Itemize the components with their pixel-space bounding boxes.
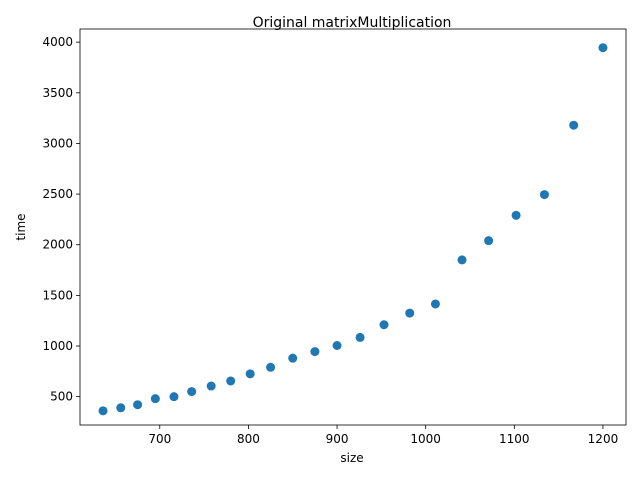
- data-point: [598, 43, 608, 53]
- x-tick-label: 700: [148, 432, 171, 446]
- data-point: [226, 376, 236, 386]
- x-tick-label: 1100: [499, 432, 530, 446]
- data-point: [169, 392, 179, 402]
- y-tick-label: 2000: [42, 238, 73, 252]
- data-point: [116, 403, 126, 413]
- data-point: [288, 353, 298, 363]
- data-point: [457, 255, 467, 265]
- data-point: [379, 320, 389, 330]
- data-point: [206, 381, 216, 391]
- data-point: [266, 362, 276, 372]
- data-point: [187, 387, 197, 397]
- data-point: [484, 236, 494, 246]
- y-tick-label: 3500: [42, 86, 73, 100]
- y-axis-label: time: [14, 213, 28, 240]
- data-point: [98, 406, 108, 416]
- y-tick-label: 3000: [42, 136, 73, 150]
- x-axis-label: size: [340, 451, 363, 465]
- y-tick-label: 2500: [42, 187, 73, 201]
- x-tick-label: 800: [237, 432, 260, 446]
- y-tick-label: 1500: [42, 288, 73, 302]
- x-tick-label: 900: [326, 432, 349, 446]
- data-point: [150, 394, 160, 404]
- data-point: [539, 190, 549, 200]
- data-point: [430, 299, 440, 309]
- plot-area: [79, 28, 627, 426]
- data-point: [133, 400, 143, 410]
- data-points: [98, 43, 608, 416]
- data-point: [569, 120, 579, 130]
- y-tick-label: 4000: [42, 35, 73, 49]
- data-point: [511, 210, 521, 220]
- data-point: [310, 347, 320, 357]
- data-point: [245, 369, 255, 379]
- chart-title: Original matrixMultiplication: [253, 15, 452, 31]
- x-tick-label: 1000: [410, 432, 441, 446]
- x-tick-label: 1200: [588, 432, 619, 446]
- x-axis-ticks: 700 800 900 1000 1100 1200: [148, 425, 618, 446]
- data-point: [405, 308, 415, 318]
- y-tick-label: 1000: [42, 339, 73, 353]
- y-tick-label: 500: [50, 390, 73, 404]
- data-point: [355, 332, 365, 342]
- y-axis-ticks: 500 1000 1500 2000 2500 3000 3500 4000: [42, 35, 80, 404]
- data-point: [332, 340, 342, 350]
